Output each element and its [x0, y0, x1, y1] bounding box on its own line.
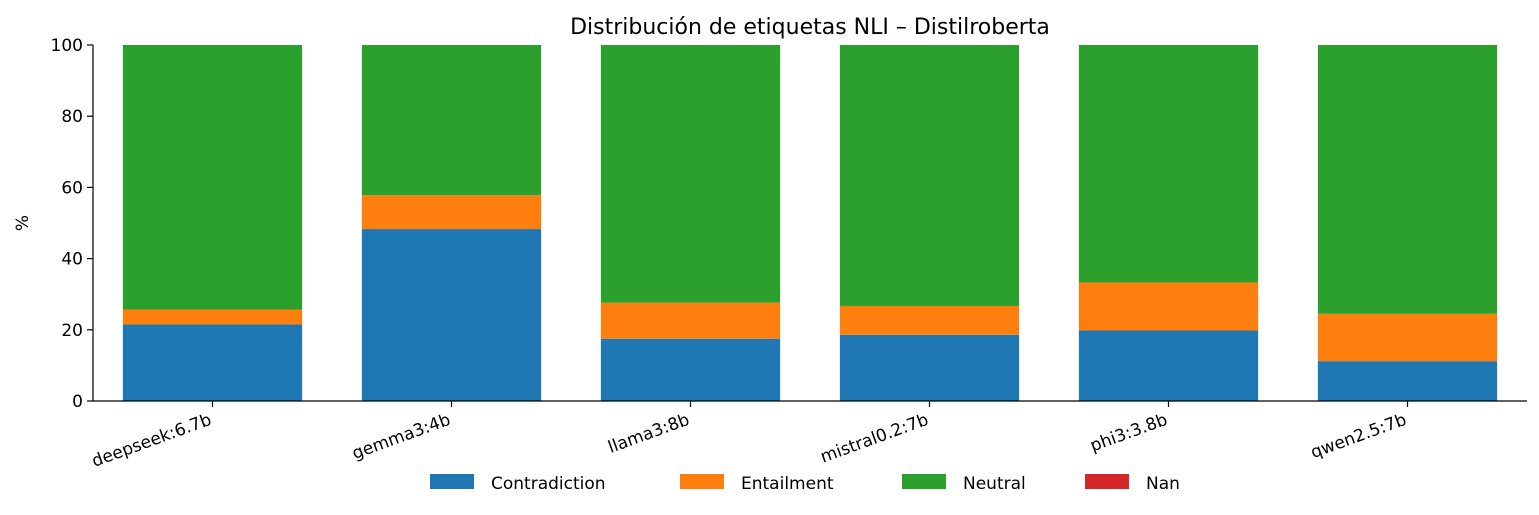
x-tick-label: phi3:3.8b: [1088, 410, 1171, 456]
legend-swatch: [902, 474, 946, 489]
legend-item-nan: Nan: [1085, 474, 1180, 494]
bar-contradiction-4: [1078, 330, 1259, 401]
plot-area: [122, 45, 1498, 401]
y-tick-label: 0: [72, 392, 83, 412]
bar-entailment-3: [839, 305, 1020, 335]
legend-item-neutral: Neutral: [902, 474, 1026, 494]
legend-swatch: [680, 474, 724, 489]
bar-neutral-5: [1317, 45, 1498, 314]
bar-contradiction-2: [600, 338, 781, 401]
bar-neutral-3: [839, 45, 1020, 306]
legend-swatch: [1085, 474, 1129, 489]
legend-swatch: [430, 474, 474, 489]
y-tick-label: 40: [61, 250, 83, 270]
x-tick-label: qwen2.5:7b: [1308, 410, 1409, 463]
y-tick-label: 20: [61, 321, 83, 341]
y-tick-label: 80: [61, 107, 83, 127]
x-axis: deepseek:6.7b gemma3:4b llama3:8b mistral0.…: [89, 400, 1527, 472]
legend: Contradiction Entailment Neutral Nan: [430, 474, 1180, 494]
bar-entailment-0: [122, 309, 303, 325]
bar-neutral-0: [122, 45, 303, 310]
bar-neutral-2: [600, 45, 781, 303]
legend-item-contradiction: Contradiction: [430, 474, 606, 494]
bar-entailment-1: [361, 195, 542, 230]
legend-label: Neutral: [963, 474, 1026, 494]
bar-contradiction-1: [361, 229, 542, 401]
chart-title: Distribución de etiquetas NLI – Distilro…: [570, 15, 1050, 40]
bar-neutral-1: [361, 45, 542, 196]
bar-neutral-4: [1078, 45, 1259, 283]
bar-entailment-4: [1078, 282, 1259, 331]
bar-contradiction-0: [122, 324, 303, 401]
legend-item-entailment: Entailment: [680, 474, 834, 494]
bar-entailment-5: [1317, 313, 1498, 362]
legend-label: Contradiction: [491, 474, 606, 494]
bar-contradiction-3: [839, 334, 1020, 401]
bar-contradiction-5: [1317, 361, 1498, 401]
bar-entailment-2: [600, 302, 781, 339]
y-axis: 0 20 40 60 80 100: [51, 36, 94, 412]
legend-label: Entailment: [741, 474, 834, 494]
x-tick-label: llama3:8b: [605, 410, 692, 458]
legend-label: Nan: [1146, 474, 1180, 494]
x-tick-label: gemma3:4b: [350, 410, 454, 464]
x-tick-label: mistral0.2:7b: [818, 410, 931, 468]
y-tick-label: 60: [61, 178, 83, 198]
y-tick-label: 100: [51, 36, 83, 56]
y-axis-label: %: [13, 215, 33, 231]
x-tick-label: deepseek:6.7b: [89, 410, 214, 472]
